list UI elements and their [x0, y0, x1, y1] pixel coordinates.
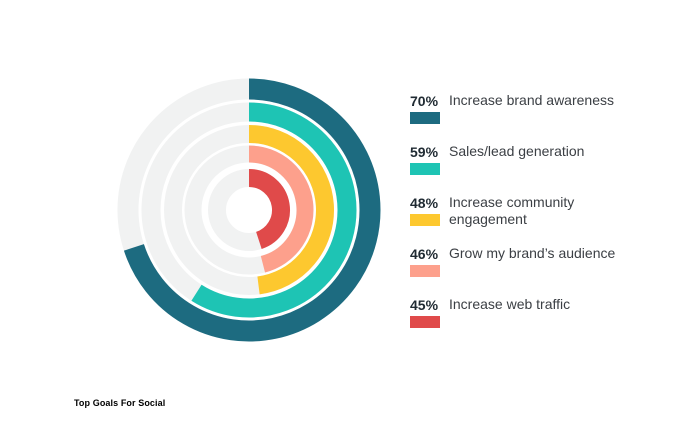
legend-swatch	[410, 214, 440, 226]
legend-value: 70%	[410, 93, 439, 109]
ring-bars	[123, 78, 381, 342]
legend-value: 48%	[410, 195, 439, 211]
legend-swatch	[410, 316, 440, 328]
legend-item: 59% Sales/lead generation	[410, 143, 680, 194]
legend-value: 45%	[410, 297, 439, 313]
legend-label: Increase web traffic	[449, 296, 571, 312]
legend-item: 48% Increase community engagement	[410, 194, 680, 245]
legend-label: Grow my brand’s audience	[449, 245, 616, 261]
chart-caption: Top Goals For Social	[74, 398, 166, 408]
legend-swatch	[410, 112, 440, 124]
legend-label: Increase community engagement	[449, 194, 575, 227]
ring-bar-5	[248, 169, 290, 249]
ring-bar-3	[248, 125, 334, 295]
ring-bar-2	[191, 102, 357, 318]
legend-item: 45% Increase web traffic	[410, 296, 680, 347]
legend-value: 59%	[410, 144, 439, 160]
legend-label: Sales/lead generation	[449, 143, 585, 159]
legend-item: 70% Increase brand awareness	[410, 92, 680, 143]
legend-swatch	[410, 265, 440, 277]
ring-bar-4	[248, 145, 314, 273]
legend: 70% Increase brand awareness 59% Sales/l…	[410, 92, 680, 347]
ring-bar-1	[123, 78, 381, 342]
legend-label: Increase brand awareness	[449, 92, 614, 108]
legend-swatch	[410, 163, 440, 175]
legend-item: 46% Grow my brand’s audience	[410, 245, 680, 296]
legend-value: 46%	[410, 246, 439, 262]
